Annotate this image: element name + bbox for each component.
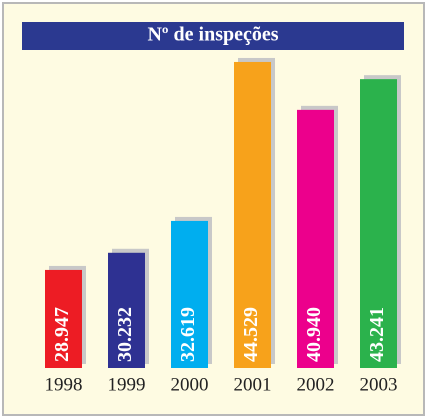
value-label: 44.529 (240, 307, 262, 362)
x-tick-label: 2003 (360, 374, 398, 395)
value-label: 43.241 (366, 307, 388, 362)
x-tick-label: 1999 (108, 374, 146, 395)
bar (360, 79, 397, 369)
bar (108, 252, 145, 368)
bar (234, 61, 271, 369)
x-tick-label: 2000 (171, 374, 209, 395)
value-label: 32.619 (177, 307, 199, 362)
x-tick-label: 2002 (297, 374, 335, 395)
bar (45, 269, 82, 368)
bar (171, 220, 208, 368)
value-label: 30.232 (114, 307, 136, 362)
chart-title: Nº de inspeções (147, 24, 278, 46)
value-label: 40.940 (303, 307, 325, 362)
title-banner (22, 22, 404, 50)
value-label: 28.947 (51, 307, 73, 362)
x-tick-label: 1998 (45, 374, 83, 395)
bar (297, 109, 334, 369)
x-tick-label: 2001 (234, 374, 272, 395)
